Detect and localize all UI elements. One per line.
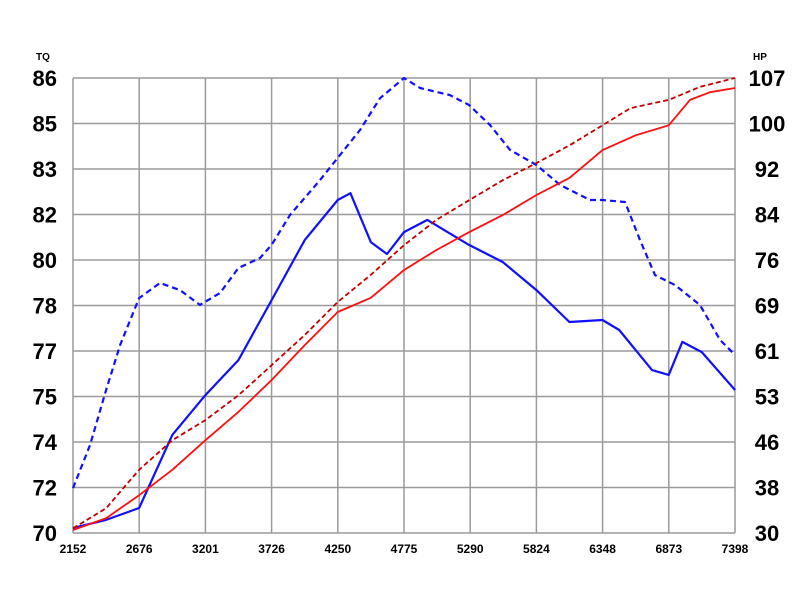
left-y-tick-label: 80 — [33, 248, 57, 273]
series-line-tq-solid — [72, 192, 736, 529]
x-tick-label: 7398 — [722, 542, 749, 556]
right-y-tick-label: 92 — [755, 157, 779, 182]
x-tick-label: 2676 — [126, 542, 153, 556]
right-y-tick-label: 100 — [749, 112, 786, 137]
x-tick-label: 3201 — [192, 542, 219, 556]
left-y-tick-label: 75 — [33, 385, 57, 410]
x-tick-label: 3726 — [258, 542, 285, 556]
x-tick-label: 4250 — [324, 542, 351, 556]
left-y-tick-label: 70 — [33, 521, 57, 546]
right-y-tick-label: 84 — [755, 203, 780, 228]
x-tick-label: 2152 — [60, 542, 87, 556]
right-y-tick-label: 76 — [755, 248, 779, 273]
x-tick-label: 5824 — [523, 542, 550, 556]
series-line-hp-dashed — [72, 77, 736, 530]
x-tick-label: 6348 — [589, 542, 616, 556]
right-y-tick-label: 107 — [749, 66, 786, 91]
right-y-tick-label: 53 — [755, 385, 779, 410]
series-group — [71, 76, 736, 531]
axis-labels: TQ HP 2152 2676 3201 3726 4250 4775 5290 5824 63… — [33, 52, 786, 556]
right-axis-unit: HP — [753, 52, 767, 63]
left-y-tick-label: 83 — [33, 157, 57, 182]
series-line-hp-solid — [72, 87, 736, 531]
right-y-tick-label: 61 — [755, 339, 779, 364]
x-tick-label: 6873 — [655, 542, 682, 556]
series-line-tq-dashed — [71, 76, 736, 489]
left-y-tick-label: 85 — [33, 112, 57, 137]
left-y-tick-label: 86 — [33, 66, 57, 91]
left-y-tick-label: 74 — [33, 430, 58, 455]
right-y-tick-label: 46 — [755, 430, 779, 455]
x-tick-label: 5290 — [457, 542, 484, 556]
left-axis-unit: TQ — [36, 52, 50, 63]
right-y-tick-label: 38 — [755, 476, 779, 501]
left-y-tick-label: 78 — [33, 294, 57, 319]
right-y-tick-label: 30 — [755, 521, 779, 546]
left-y-tick-label: 77 — [33, 339, 57, 364]
left-y-tick-label: 82 — [33, 203, 57, 228]
right-y-tick-label: 69 — [755, 294, 779, 319]
grid — [72, 77, 736, 534]
x-tick-label: 4775 — [391, 542, 418, 556]
left-y-tick-label: 72 — [33, 476, 57, 501]
